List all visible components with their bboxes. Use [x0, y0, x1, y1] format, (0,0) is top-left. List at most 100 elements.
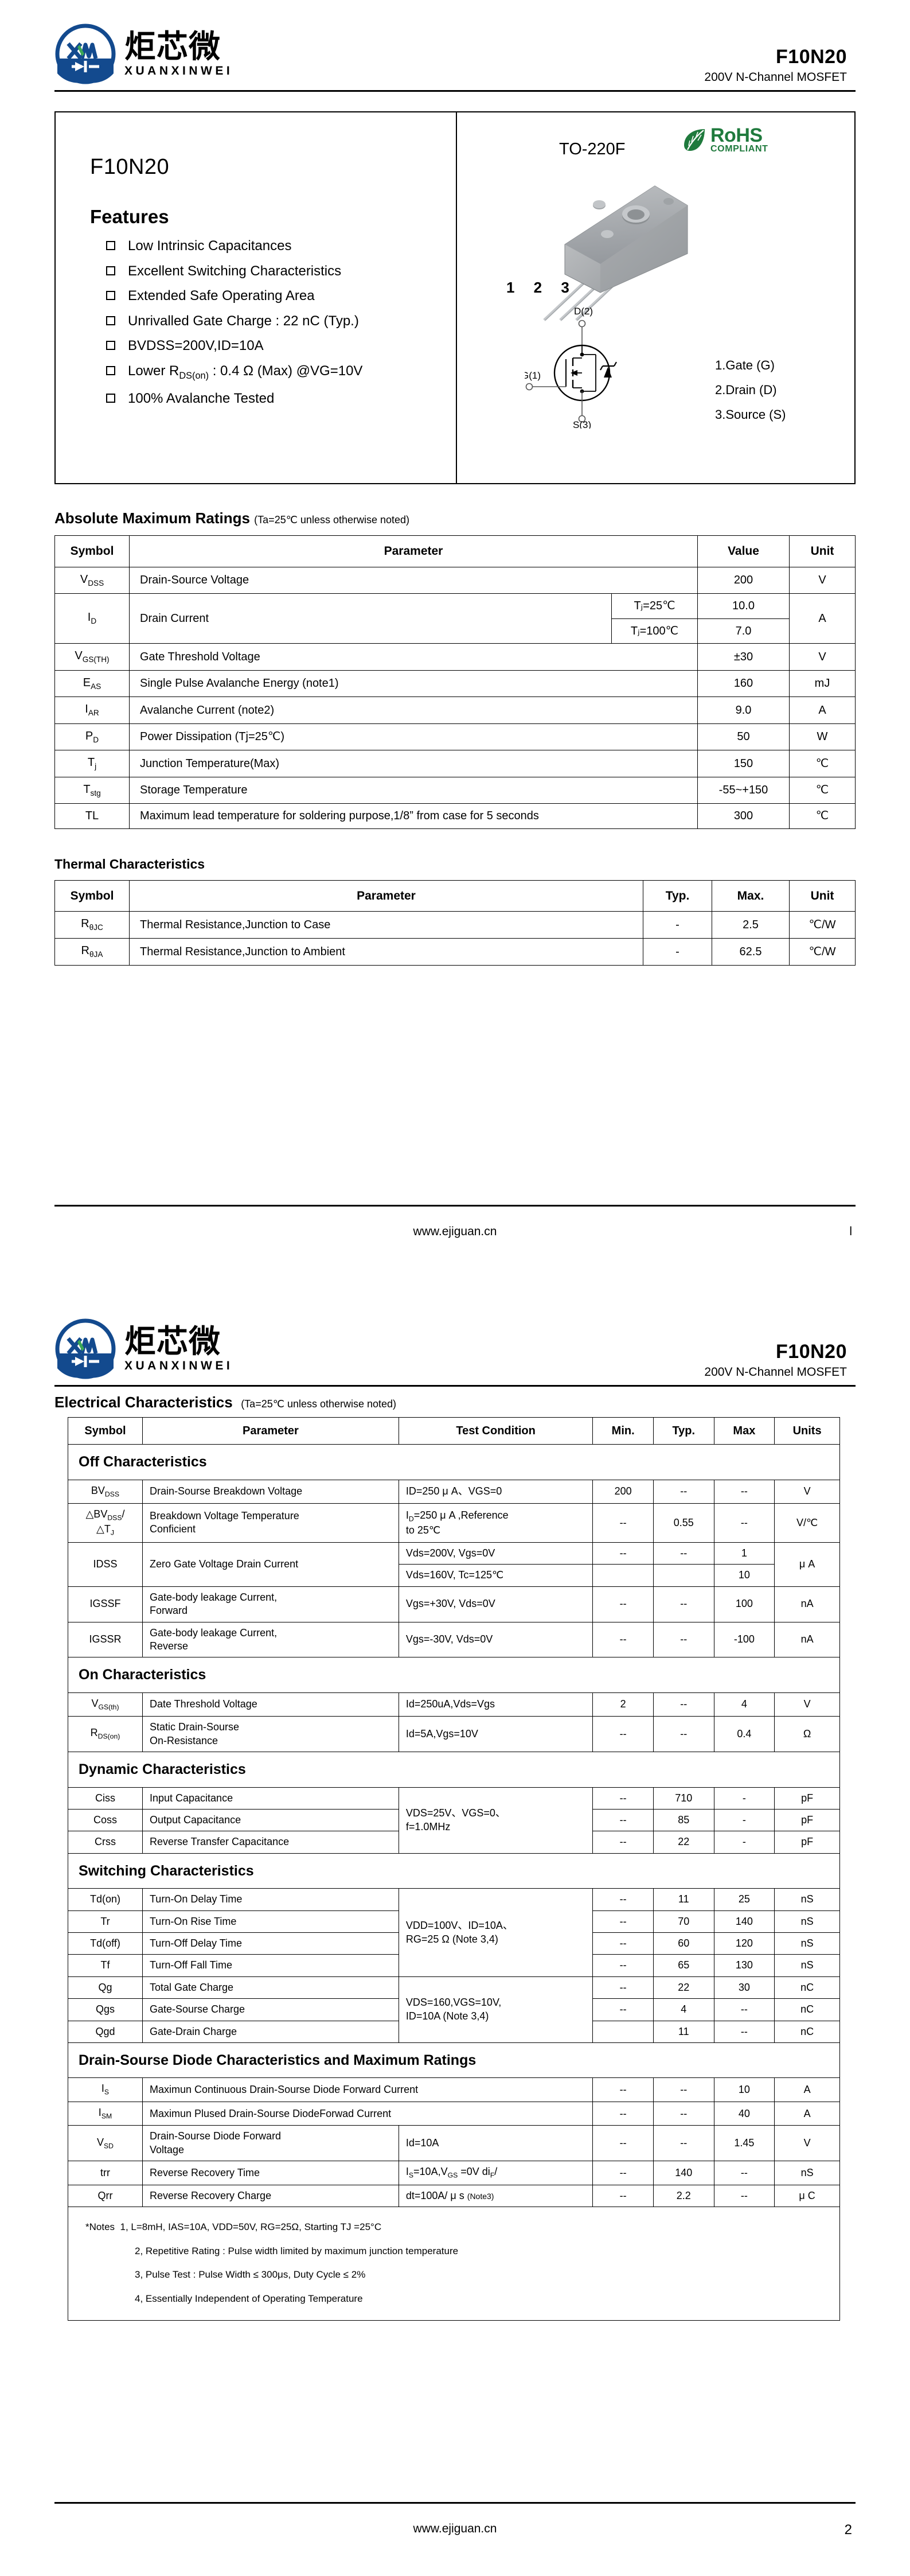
cell-value: 7.0 — [697, 618, 790, 644]
cell-min: -- — [592, 1932, 654, 1955]
table-row: Td(on) Turn-On Delay Time VDD=100V、ID=10… — [68, 1888, 840, 1977]
cell-symbol: Ciss — [68, 1787, 143, 1810]
cell-typ: -- — [653, 1716, 714, 1753]
cell-symbol: RDS(on) — [68, 1716, 143, 1753]
checkbox-square-icon — [106, 291, 115, 301]
cell-parameter: Maximun Continuous Drain-Sourse Diode Fo… — [142, 2077, 593, 2102]
feature-item: Low Intrinsic Capacitances — [90, 238, 456, 254]
cell-units: A — [774, 2077, 840, 2102]
group-header-row: Dynamic Characteristics — [68, 1752, 840, 1788]
cell-units: nS — [774, 1954, 840, 1977]
brand-name-cn: 炬芯微 — [124, 1323, 221, 1360]
cell-parameter: Gate Threshold Voltage — [129, 643, 698, 671]
cell-min: -- — [592, 1998, 654, 2021]
note-line-3: 3, Pulse Test : Pulse Width ≤ 300μs, Dut… — [135, 2269, 366, 2281]
cell-value: ±30 — [697, 643, 790, 671]
cell-units: V/℃ — [774, 1503, 840, 1543]
table-row: VSD Drain-Sourse Diode Forward Voltage Id… — [68, 2125, 840, 2162]
cell-min: -- — [592, 1976, 654, 1999]
cell-parameter: Thermal Resistance,Junction to Ambient — [129, 938, 643, 966]
cell-condition: ID=250 μ A、VGS=0 — [398, 1479, 593, 1504]
col-test-condition: Test Condition — [398, 1417, 593, 1445]
cell-symbol: ISM — [68, 2101, 143, 2126]
cell-parameter: Drain Current — [129, 593, 612, 644]
cell-parameter: Zero Gate Voltage Drain Current — [142, 1542, 399, 1587]
table-row: RθJA Thermal Resistance,Junction to Ambi… — [54, 938, 856, 966]
cell-units: pF — [774, 1808, 840, 1832]
cell-typ: 140 — [653, 2161, 714, 2185]
col-typ: Typ. — [643, 880, 712, 912]
cell-typ: - — [643, 911, 712, 939]
col-parameter: Parameter — [129, 535, 698, 567]
col-symbol: Symbol — [54, 880, 130, 912]
cell-condition: Id=250uA,Vds=Vgs — [398, 1692, 593, 1717]
table-row: IDSS Zero Gate Voltage Drain Current Vds… — [68, 1542, 840, 1587]
mosfet-symbol-diagram: D(2) G(1) — [525, 305, 668, 429]
cell-units: V — [774, 1479, 840, 1504]
cell-min: -- — [592, 1787, 654, 1810]
cell-unit: V — [789, 643, 856, 671]
cell-max: 4 — [713, 1692, 775, 1717]
table-row: Tstg Storage Temperature -55~+150 ℃ — [54, 776, 856, 804]
cell-unit: A — [789, 593, 856, 644]
brand-logo: 炬芯微 XUANXINWEI — [54, 1318, 233, 1380]
cell-typ: 710 — [653, 1787, 714, 1810]
group-title-on: On Characteristics — [68, 1657, 840, 1693]
table-row: IS Maximun Continuous Drain-Sourse Diode… — [68, 2077, 840, 2102]
cell-min: -- — [592, 2184, 654, 2208]
cell-max: - — [713, 1808, 775, 1832]
cell-condition: Vgs=+30V, Vds=0V — [398, 1586, 593, 1622]
cell-max: 25 — [713, 1888, 775, 1911]
cell-parameter: Breakdown Voltage Temperature Conficient — [142, 1503, 399, 1543]
col-symbol: Symbol — [54, 535, 130, 567]
header-divider — [54, 1385, 856, 1387]
cell-min: -- — [592, 2101, 654, 2126]
abs-max-title: Absolute Maximum Ratings — [54, 509, 250, 527]
table-row: Tⱼ=100℃ 7.0 — [55, 618, 856, 644]
group-header-row: On Characteristics — [68, 1657, 840, 1693]
cell-typ: 85 — [653, 1808, 714, 1832]
cell-typ: 2.2 — [653, 2184, 714, 2208]
note-line-1: *Notes 1, L=8mH, IAS=10A, VDD=50V, RG=25… — [85, 2215, 839, 2239]
cell-symbol: EAS — [54, 670, 130, 698]
cell-units: V — [774, 1692, 840, 1717]
table-row: IGSSR Gate-body leakage Current, Reverse … — [68, 1621, 840, 1658]
cell-typ: - — [643, 938, 712, 966]
cell-parameter: Input Capacitance — [142, 1787, 399, 1810]
cell-parameter: Avalanche Current (note2) — [129, 696, 698, 724]
rohs-compliant-badge: RoHS COMPLIANT — [681, 126, 768, 154]
cell-parameter: Turn-On Rise Time — [142, 1910, 399, 1933]
cell-units: nC — [774, 1976, 840, 1999]
cell-condition: Id=5A,Vgs=10V — [398, 1716, 593, 1753]
feature-item: Excellent Switching Characteristics — [90, 263, 456, 279]
cell-unit: ℃/W — [789, 938, 856, 966]
product-part-number: F10N20 — [90, 155, 170, 179]
cell-parameter: Storage Temperature — [129, 776, 698, 804]
cell-symbol: Qrr — [68, 2184, 143, 2208]
cell-max: -100 — [713, 1621, 775, 1658]
footer-url[interactable]: www.ejiguan.cn — [413, 2522, 497, 2535]
cell-value: 10.0 — [697, 593, 790, 619]
header-subtitle: 200V N-Channel MOSFET — [704, 71, 847, 84]
rohs-subtitle: COMPLIANT — [710, 144, 768, 154]
table-row: Tj Junction Temperature(Max) 150 ℃ — [54, 750, 856, 777]
feature-label: Unrivalled Gate Charge : 22 nC (Typ.) — [128, 313, 359, 329]
cell-typ: -- — [653, 2101, 714, 2126]
checkbox-square-icon — [106, 241, 115, 250]
cell-min: -- — [592, 1621, 654, 1658]
cell-symbol: Td(off) — [68, 1932, 143, 1955]
cell-parameter: Maximun Plused Drain-Sourse DiodeForwad … — [142, 2101, 593, 2126]
cell-condition: Tⱼ=25℃ — [611, 593, 698, 619]
cell-symbol: IS — [68, 2077, 143, 2102]
cell-max: -- — [713, 1479, 775, 1504]
footer-url[interactable]: www.ejiguan.cn — [413, 1225, 497, 1238]
header-part-number: F10N20 — [776, 46, 847, 68]
electrical-heading: Electrical Characteristics (Ta=25℃ unles… — [54, 1394, 856, 1411]
cell-units: nC — [774, 2020, 840, 2043]
cell-parameter: Turn-On Delay Time — [142, 1888, 399, 1911]
cell-symbol: Tstg — [54, 776, 130, 804]
cell-condition: VDS=160,VGS=10V, ID=10A (Note 3,4) — [398, 1976, 593, 2043]
cell-units: nA — [774, 1621, 840, 1658]
cell-symbol: RθJC — [54, 911, 130, 939]
cell-symbol: Qgs — [68, 1998, 143, 2021]
